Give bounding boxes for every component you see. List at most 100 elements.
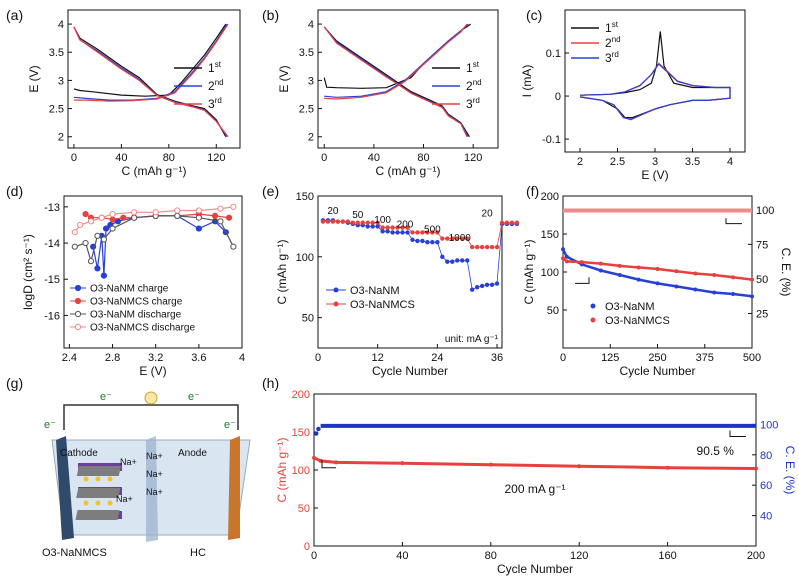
rate-point [484, 244, 490, 250]
rate-point [380, 225, 385, 230]
rate-label: 50 [352, 210, 364, 221]
rate-point [435, 230, 440, 235]
rate-point [460, 258, 465, 263]
logd-point [195, 214, 202, 221]
capacity-point [617, 263, 622, 268]
y2-tick-label: 75 [756, 239, 768, 251]
capacity-curve [562, 257, 753, 281]
panel-label-d: (d) [6, 183, 23, 199]
y2-tick-label: 80 [760, 450, 772, 462]
cv-curve-3 [579, 63, 731, 120]
x-tick-label: 375 [696, 352, 714, 364]
plot-frame [317, 195, 503, 349]
cathode-material-label: O3-NaNMCS [42, 547, 107, 559]
charge-curve-2 [73, 23, 228, 101]
rate-point [395, 230, 400, 235]
rate-point [425, 240, 430, 245]
rate-point [474, 244, 480, 250]
y-tick-label: 3.5 [299, 47, 314, 59]
y-tick-label: 4 [308, 19, 314, 31]
legend-marker [74, 310, 82, 318]
plot-frame [67, 9, 241, 149]
rate-point [420, 230, 425, 235]
x-tick-label: 125 [601, 352, 619, 364]
legend-marker [333, 301, 339, 307]
capacity-point [712, 273, 717, 278]
x-tick-label: 2 [577, 156, 583, 168]
capacity-curve [313, 456, 757, 470]
logd-point [131, 209, 138, 216]
y-tick-label: -16 [44, 310, 60, 322]
x-tick-label: 120 [570, 550, 588, 562]
logd-point [94, 265, 101, 272]
rate-point [494, 281, 500, 286]
capacity-point [754, 466, 758, 471]
capacity-point [334, 460, 339, 465]
logd-point [100, 236, 108, 243]
rate-point [469, 287, 475, 292]
rate-point [464, 236, 470, 241]
y-tick-label: 100 [541, 267, 559, 279]
logd-point [152, 209, 159, 216]
logd-point [114, 218, 122, 225]
x-tick-label: 0 [560, 352, 566, 364]
legend-label: O3-NaNMCS [350, 299, 415, 311]
rate-line [323, 221, 517, 248]
capacity-point [655, 266, 660, 271]
rate-point [375, 224, 380, 229]
y-tick-label: 2 [58, 132, 64, 144]
logd-point [120, 214, 127, 221]
rate-point [360, 220, 365, 225]
rate-point [380, 229, 385, 234]
x-tick-label: 36 [491, 352, 503, 364]
rate-annotation: 200 mA g⁻¹ [504, 482, 565, 496]
logd-point [100, 272, 108, 279]
rate-point [345, 219, 351, 224]
electron-label-1: e⁻ [100, 391, 112, 403]
legend-label: O3-NaNM discharge [90, 310, 182, 321]
electron-label-2: e⁻ [188, 391, 200, 403]
y2-tick-label: 25 [756, 308, 768, 320]
x-tick-label: 40 [368, 152, 380, 164]
logd-point [87, 218, 95, 225]
legend-label: 1st [605, 20, 619, 35]
x-tick-label: 0 [311, 550, 317, 562]
rate-point [410, 230, 415, 235]
na-ion-label-1: Na+ [120, 457, 137, 467]
capacity-point [598, 268, 603, 273]
y-tick-label: -13 [44, 202, 60, 214]
logd-point [131, 214, 138, 221]
legend-label: 2nd [605, 35, 621, 50]
logd-point [230, 203, 237, 210]
rate-point [440, 236, 445, 241]
capacity-point [665, 465, 670, 470]
capacity-point [731, 292, 736, 297]
retention-annotation: 90.5 % [697, 444, 735, 458]
anode-plate [228, 436, 240, 540]
battery-schematic: e⁻ e⁻ e⁻ e⁻ Cathode Anode Na+ Na+ Na+ Na… [42, 391, 251, 559]
x-tick-label: 200 [747, 550, 765, 562]
legend-marker [74, 297, 82, 305]
capacity-point [312, 455, 316, 460]
rate-point [390, 230, 395, 235]
rate-point [375, 220, 380, 225]
x-tick-label: 80 [417, 152, 429, 164]
legend-label: O3-NaNM [350, 285, 400, 297]
rate-point [504, 220, 510, 225]
capacity-point [731, 275, 736, 280]
logd-point [109, 225, 116, 232]
capacity-point [674, 269, 679, 274]
logd-point [230, 243, 237, 250]
rate-point [435, 240, 440, 245]
capacity-axis-arrow [575, 277, 590, 284]
y-axis-label: E (V) [27, 65, 41, 92]
logd-point [82, 210, 89, 218]
x-tick-label: 24 [431, 352, 443, 364]
capacity-point [636, 265, 641, 270]
electron-label-3: e⁻ [44, 419, 56, 431]
y2-tick-label: 60 [760, 480, 772, 492]
logd-point [98, 214, 105, 221]
rate-point [514, 220, 520, 225]
capacity-point [712, 290, 717, 295]
